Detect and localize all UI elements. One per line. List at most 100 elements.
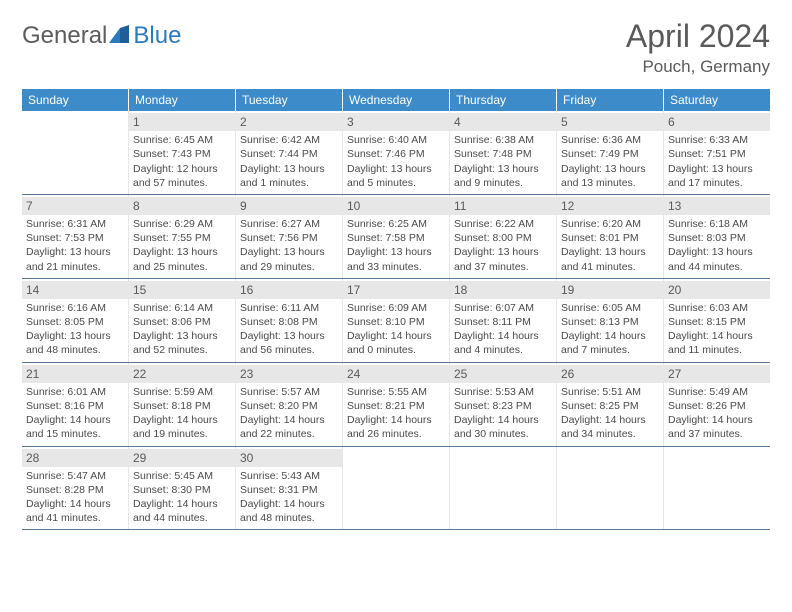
sunrise-line: Sunrise: 5:59 AM — [133, 385, 231, 399]
day-number: 26 — [557, 365, 663, 383]
daylight-line: Daylight: 13 hours and 13 minutes. — [561, 162, 659, 190]
daylight-line: Daylight: 14 hours and 11 minutes. — [668, 329, 766, 357]
day-cell: 7Sunrise: 6:31 AMSunset: 7:53 PMDaylight… — [22, 195, 129, 278]
daylight-line: Daylight: 13 hours and 17 minutes. — [668, 162, 766, 190]
daylight-line: Daylight: 13 hours and 21 minutes. — [26, 245, 124, 273]
daylight-line: Daylight: 14 hours and 7 minutes. — [561, 329, 659, 357]
day-number: 14 — [22, 281, 128, 299]
day-number: 28 — [22, 449, 128, 467]
sunset-line: Sunset: 8:00 PM — [454, 231, 552, 245]
weeks-container: .1Sunrise: 6:45 AMSunset: 7:43 PMDayligh… — [22, 111, 770, 530]
sunset-line: Sunset: 8:18 PM — [133, 399, 231, 413]
sunset-line: Sunset: 7:51 PM — [668, 147, 766, 161]
sunset-line: Sunset: 7:49 PM — [561, 147, 659, 161]
sunset-line: Sunset: 8:30 PM — [133, 483, 231, 497]
day-number: 4 — [450, 113, 556, 131]
daylight-line: Daylight: 14 hours and 19 minutes. — [133, 413, 231, 441]
day-number: 30 — [236, 449, 342, 467]
week-row: 28Sunrise: 5:47 AMSunset: 8:28 PMDayligh… — [22, 447, 770, 531]
daylight-line: Daylight: 13 hours and 25 minutes. — [133, 245, 231, 273]
sunrise-line: Sunrise: 6:33 AM — [668, 133, 766, 147]
title-block: April 2024 Pouch, Germany — [626, 18, 770, 77]
day-cell: 24Sunrise: 5:55 AMSunset: 8:21 PMDayligh… — [343, 363, 450, 446]
day-number: 7 — [22, 197, 128, 215]
day-cell: 9Sunrise: 6:27 AMSunset: 7:56 PMDaylight… — [236, 195, 343, 278]
week-row: 14Sunrise: 6:16 AMSunset: 8:05 PMDayligh… — [22, 279, 770, 363]
sunset-line: Sunset: 8:13 PM — [561, 315, 659, 329]
day-cell: 12Sunrise: 6:20 AMSunset: 8:01 PMDayligh… — [557, 195, 664, 278]
sunset-line: Sunset: 7:43 PM — [133, 147, 231, 161]
day-cell: 18Sunrise: 6:07 AMSunset: 8:11 PMDayligh… — [450, 279, 557, 362]
daylight-line: Daylight: 14 hours and 15 minutes. — [26, 413, 124, 441]
logo-word-2: Blue — [133, 22, 181, 50]
day-cell: 22 Sunrise: 5:59 AMSunset: 8:18 PMDayligh… — [129, 363, 236, 446]
sunset-line: Sunset: 7:58 PM — [347, 231, 445, 245]
day-number: 18 — [450, 281, 556, 299]
day-cell: 8Sunrise: 6:29 AMSunset: 7:55 PMDaylight… — [129, 195, 236, 278]
sunrise-line: Sunrise: 5:45 AM — [133, 469, 231, 483]
empty-day-cell: . — [664, 447, 770, 530]
sunrise-line: Sunrise: 6:01 AM — [26, 385, 124, 399]
sunrise-line: Sunrise: 5:43 AM — [240, 469, 338, 483]
sunset-line: Sunset: 8:10 PM — [347, 315, 445, 329]
calendar-page: General Blue April 2024 Pouch, Germany S… — [0, 0, 792, 530]
sunrise-line: Sunrise: 6:25 AM — [347, 217, 445, 231]
sunrise-line: Sunrise: 6:05 AM — [561, 301, 659, 315]
sunset-line: Sunset: 7:46 PM — [347, 147, 445, 161]
sunset-line: Sunset: 8:06 PM — [133, 315, 231, 329]
sunrise-line: Sunrise: 6:40 AM — [347, 133, 445, 147]
day-number: 9 — [236, 197, 342, 215]
sunrise-line: Sunrise: 5:55 AM — [347, 385, 445, 399]
day-number: 2 — [236, 113, 342, 131]
sunset-line: Sunset: 7:55 PM — [133, 231, 231, 245]
sunrise-line: Sunrise: 6:03 AM — [668, 301, 766, 315]
daylight-line: Daylight: 13 hours and 37 minutes. — [454, 245, 552, 273]
day-number: 17 — [343, 281, 449, 299]
daylight-line: Daylight: 12 hours and 57 minutes. — [133, 162, 231, 190]
day-cell: 3Sunrise: 6:40 AMSunset: 7:46 PMDaylight… — [343, 111, 450, 194]
day-cell: 16Sunrise: 6:11 AMSunset: 8:08 PMDayligh… — [236, 279, 343, 362]
day-cell: 19 Sunrise: 6:05 AMSunset: 8:13 PMDayligh… — [557, 279, 664, 362]
weekday-header: Tuesday — [236, 89, 343, 111]
sunset-line: Sunset: 7:53 PM — [26, 231, 124, 245]
day-cell: 10Sunrise: 6:25 AMSunset: 7:58 PMDayligh… — [343, 195, 450, 278]
weekday-header: Monday — [129, 89, 236, 111]
sunset-line: Sunset: 8:31 PM — [240, 483, 338, 497]
daylight-line: Daylight: 14 hours and 4 minutes. — [454, 329, 552, 357]
day-number: 19 — [557, 281, 663, 299]
daylight-line: Daylight: 14 hours and 41 minutes. — [26, 497, 124, 525]
day-cell: 30Sunrise: 5:43 AMSunset: 8:31 PMDayligh… — [236, 447, 343, 530]
sunset-line: Sunset: 8:16 PM — [26, 399, 124, 413]
daylight-line: Daylight: 14 hours and 44 minutes. — [133, 497, 231, 525]
day-number: 12 — [557, 197, 663, 215]
day-cell: 28Sunrise: 5:47 AMSunset: 8:28 PMDayligh… — [22, 447, 129, 530]
day-number: 16 — [236, 281, 342, 299]
day-number: 11 — [450, 197, 556, 215]
day-cell: 27Sunrise: 5:49 AMSunset: 8:26 PMDayligh… — [664, 363, 770, 446]
sunrise-line: Sunrise: 5:53 AM — [454, 385, 552, 399]
week-row: 7Sunrise: 6:31 AMSunset: 7:53 PMDaylight… — [22, 195, 770, 279]
sunset-line: Sunset: 8:15 PM — [668, 315, 766, 329]
sunset-line: Sunset: 8:03 PM — [668, 231, 766, 245]
daylight-line: Daylight: 14 hours and 22 minutes. — [240, 413, 338, 441]
daylight-line: Daylight: 14 hours and 30 minutes. — [454, 413, 552, 441]
sunrise-line: Sunrise: 5:47 AM — [26, 469, 124, 483]
day-number: 27 — [664, 365, 770, 383]
daylight-line: Daylight: 13 hours and 41 minutes. — [561, 245, 659, 273]
day-cell: 11Sunrise: 6:22 AMSunset: 8:00 PMDayligh… — [450, 195, 557, 278]
weekday-header: Thursday — [450, 89, 557, 111]
day-number: 23 — [236, 365, 342, 383]
day-number: 13 — [664, 197, 770, 215]
logo-mark-icon — [109, 22, 131, 50]
day-number: 15 — [129, 281, 235, 299]
sunrise-line: Sunrise: 6:38 AM — [454, 133, 552, 147]
daylight-line: Daylight: 13 hours and 1 minutes. — [240, 162, 338, 190]
day-cell: 26Sunrise: 5:51 AMSunset: 8:25 PMDayligh… — [557, 363, 664, 446]
daylight-line: Daylight: 14 hours and 26 minutes. — [347, 413, 445, 441]
day-number: 22 — [129, 365, 235, 383]
sunrise-line: Sunrise: 5:57 AM — [240, 385, 338, 399]
sunset-line: Sunset: 8:20 PM — [240, 399, 338, 413]
day-cell: 4Sunrise: 6:38 AMSunset: 7:48 PMDaylight… — [450, 111, 557, 194]
day-cell: 20Sunrise: 6:03 AMSunset: 8:15 PMDayligh… — [664, 279, 770, 362]
day-cell: 15Sunrise: 6:14 AMSunset: 8:06 PMDayligh… — [129, 279, 236, 362]
